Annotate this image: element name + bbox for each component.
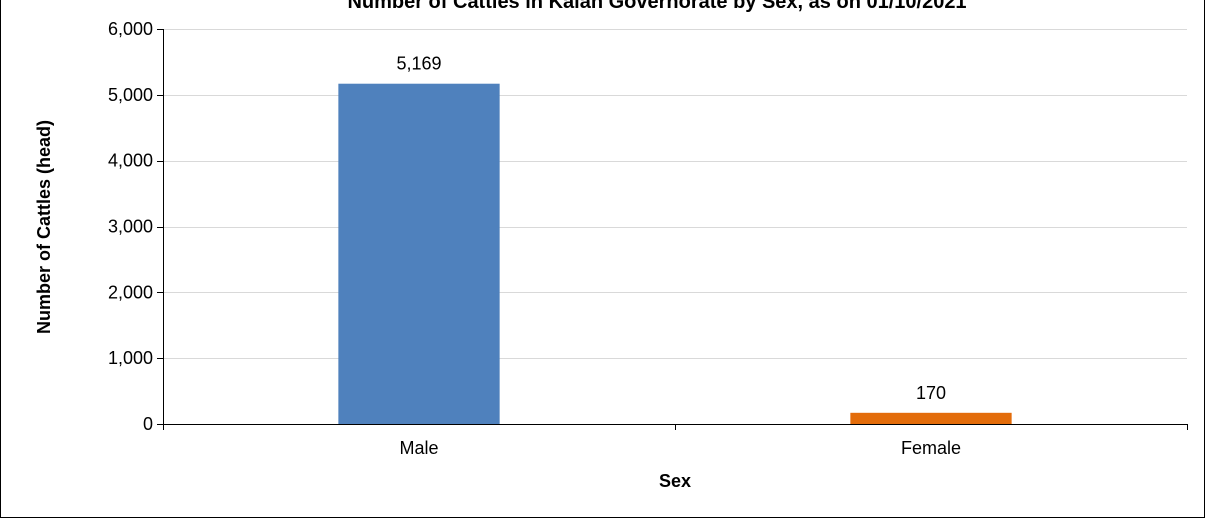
bars — [338, 83, 1012, 425]
y-tick-label: 5,000 — [108, 85, 153, 105]
y-axis-title: Number of Cattles (head) — [34, 120, 54, 334]
y-tick-label: 2,000 — [108, 282, 153, 302]
y-tick-label: 3,000 — [108, 217, 153, 237]
data-label: 170 — [916, 383, 946, 403]
data-label: 5,169 — [396, 54, 441, 74]
x-axis-title: Sex — [659, 471, 691, 491]
data-labels: 5,169 170 — [396, 54, 946, 403]
y-tick-label: 1,000 — [108, 348, 153, 368]
x-tick-label: Male — [399, 438, 438, 458]
gridlines — [163, 29, 1187, 359]
y-tick-label: 6,000 — [108, 19, 153, 39]
y-tick-label: 4,000 — [108, 151, 153, 171]
y-axis-ticks: 0 1,000 2,000 3,000 4,000 5,000 6,000 — [108, 19, 163, 434]
x-axis-ticks: Male Female — [163, 424, 1188, 458]
bar-female — [850, 412, 1012, 424]
bar-male — [338, 83, 500, 425]
x-tick-label: Female — [901, 438, 961, 458]
y-tick-label: 0 — [143, 414, 153, 434]
chart-title: Number of Cattles in Kalah Governorate b… — [347, 0, 966, 13]
